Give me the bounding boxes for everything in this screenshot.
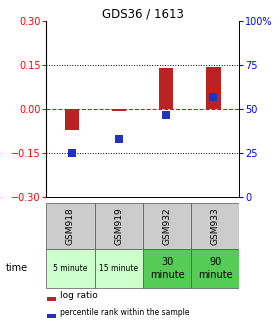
- Bar: [206, 67, 221, 109]
- Text: percentile rank within the sample: percentile rank within the sample: [60, 308, 189, 317]
- Text: GSM932: GSM932: [162, 207, 171, 245]
- Text: time: time: [6, 264, 28, 273]
- Polygon shape: [46, 249, 94, 288]
- Bar: [47, 297, 56, 301]
- Polygon shape: [46, 203, 94, 249]
- Bar: [65, 109, 79, 130]
- Text: 15 minute: 15 minute: [99, 264, 138, 273]
- Text: GSM919: GSM919: [114, 207, 123, 245]
- Bar: [47, 314, 56, 318]
- Bar: [112, 109, 126, 111]
- Polygon shape: [191, 203, 239, 249]
- Bar: [159, 68, 173, 109]
- Text: 90
minute: 90 minute: [198, 257, 233, 280]
- Text: GSM918: GSM918: [66, 207, 75, 245]
- Polygon shape: [143, 249, 191, 288]
- Polygon shape: [94, 203, 143, 249]
- Polygon shape: [143, 203, 191, 249]
- Point: [117, 137, 122, 142]
- Title: GDS36 / 1613: GDS36 / 1613: [102, 7, 184, 20]
- Point: [211, 95, 216, 100]
- Point: [164, 112, 169, 117]
- Text: 30
minute: 30 minute: [150, 257, 184, 280]
- Text: log ratio: log ratio: [60, 291, 97, 300]
- Text: 5 minute: 5 minute: [53, 264, 88, 273]
- Polygon shape: [94, 249, 143, 288]
- Text: GSM933: GSM933: [211, 207, 220, 245]
- Polygon shape: [191, 249, 239, 288]
- Point: [70, 151, 74, 156]
